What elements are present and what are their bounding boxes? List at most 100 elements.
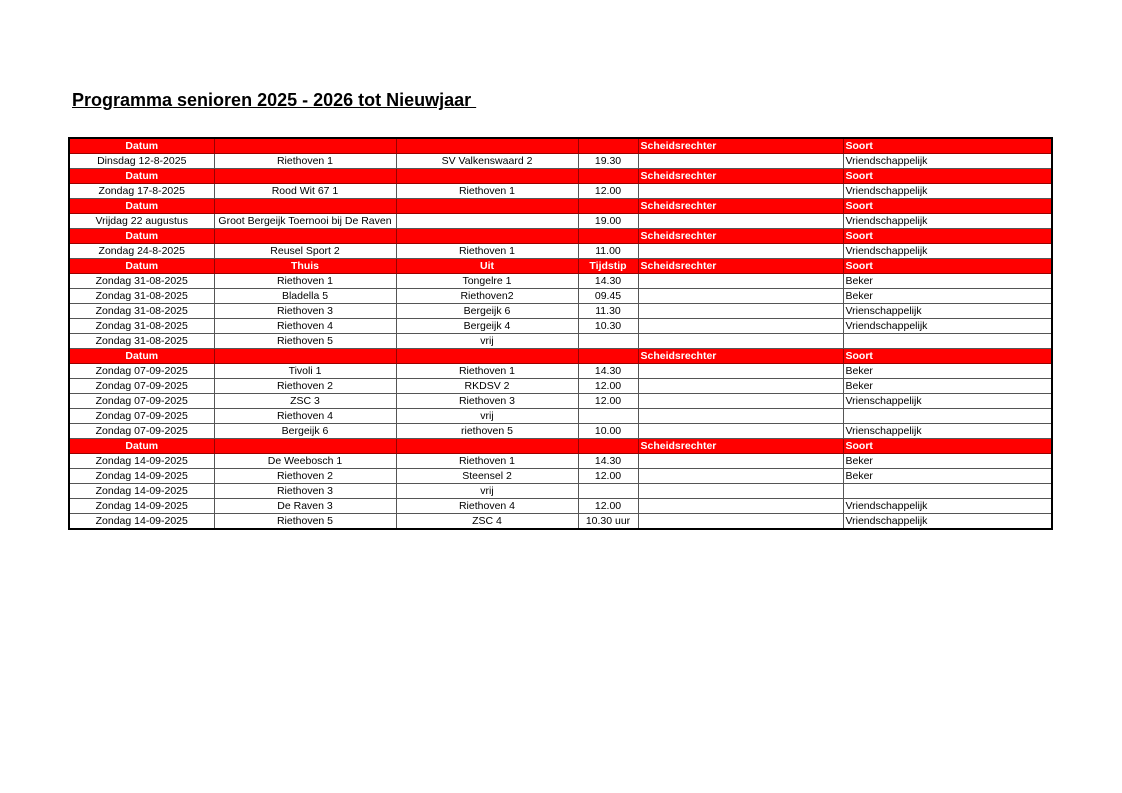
section-header-row: Datum Scheidsrechter Soort (68, 438, 1053, 454)
cell-uit: Bergeijk 4 (395, 318, 579, 334)
table-row: Zondag 14-09-2025 De Raven 3 Riethoven 4 12… (68, 498, 1053, 514)
cell-thuis: Riethoven 2 (213, 468, 397, 484)
header-tijdstip (577, 168, 639, 184)
section-header-row: Datum Scheidsrechter Soort (68, 168, 1053, 184)
header-datum: Datum (68, 198, 215, 214)
cell-soort: Beker (842, 288, 1053, 304)
cell-datum: Zondag 31-08-2025 (68, 318, 215, 334)
cell-tijdstip: 11.00 (577, 243, 639, 259)
table-row: Dinsdag 12-8-2025 Riethoven 1 SV Valkenswa… (68, 153, 1053, 169)
cell-soort: Vriendschappelijk (842, 213, 1053, 229)
cell-thuis: De Raven 3 (213, 498, 397, 514)
cell-tijdstip: 09.45 (577, 288, 639, 304)
header-uit (395, 228, 579, 244)
cell-datum: Zondag 07-09-2025 (68, 393, 215, 409)
header-thuis (213, 348, 397, 364)
cell-tijdstip: 14.30 (577, 363, 639, 379)
cell-datum: Zondag 24-8-2025 (68, 243, 215, 259)
cell-uit: vrij (395, 483, 579, 499)
cell-soort: Vrienschappelijk (842, 423, 1053, 439)
cell-tijdstip: 11.30 (577, 303, 639, 319)
cell-scheidsrechter (637, 273, 844, 289)
cell-thuis: Rood Wit 67 1 (213, 183, 397, 199)
cell-uit: ZSC 4 (395, 513, 579, 530)
cell-uit: vrij (395, 408, 579, 424)
cell-uit: Riethoven 3 (395, 393, 579, 409)
cell-soort: Vrienschappelijk (842, 393, 1053, 409)
cell-scheidsrechter (637, 378, 844, 394)
cell-datum: Zondag 31-08-2025 (68, 273, 215, 289)
cell-soort: Vriendschappelijk (842, 513, 1053, 530)
cell-datum: Zondag 31-08-2025 (68, 303, 215, 319)
cell-datum: Zondag 31-08-2025 (68, 288, 215, 304)
cell-datum: Zondag 17-8-2025 (68, 183, 215, 199)
cell-scheidsrechter (637, 408, 844, 424)
cell-thuis: Riethoven 4 (213, 408, 397, 424)
cell-scheidsrechter (637, 483, 844, 499)
header-soort: Soort (842, 228, 1053, 244)
header-uit (395, 438, 579, 454)
section-header-row: Datum Scheidsrechter Soort (68, 198, 1053, 214)
section-header-row: Datum Scheidsrechter Soort (68, 348, 1053, 364)
cell-thuis: Riethoven 5 (213, 513, 397, 530)
cell-scheidsrechter (637, 453, 844, 469)
header-thuis (213, 137, 397, 154)
header-datum: Datum (68, 438, 215, 454)
cell-soort: Vriendschappelijk (842, 243, 1053, 259)
header-datum: Datum (68, 137, 215, 154)
cell-scheidsrechter (637, 423, 844, 439)
cell-thuis: Riethoven 3 (213, 483, 397, 499)
cell-soort: Vriendschappelijk (842, 183, 1053, 199)
cell-scheidsrechter (637, 393, 844, 409)
cell-uit: Riethoven2 (395, 288, 579, 304)
section-header-row: Datum Scheidsrechter Soort (68, 137, 1053, 154)
cell-datum: Zondag 07-09-2025 (68, 408, 215, 424)
cell-tijdstip: 12.00 (577, 183, 639, 199)
header-datum: Datum (68, 258, 215, 274)
cell-soort: Beker (842, 378, 1053, 394)
cell-uit: vrij (395, 333, 579, 349)
cell-uit: Steensel 2 (395, 468, 579, 484)
header-tijdstip (577, 438, 639, 454)
cell-soort (842, 408, 1053, 424)
cell-uit: Riethoven 4 (395, 498, 579, 514)
cell-tijdstip (577, 408, 639, 424)
header-uit (395, 137, 579, 154)
cell-scheidsrechter (637, 243, 844, 259)
table-row: Zondag 31-08-2025 Riethoven 4 Bergeijk 4 10… (68, 318, 1053, 334)
cell-tijdstip: 10.30 (577, 318, 639, 334)
header-tijdstip (577, 137, 639, 154)
cell-tijdstip: 12.00 (577, 393, 639, 409)
cell-tijdstip: 12.00 (577, 498, 639, 514)
table-row: Zondag 14-09-2025 De Weebosch 1 Riethoven … (68, 453, 1053, 469)
cell-tijdstip: 10.30 uur (577, 513, 639, 530)
cell-thuis: Riethoven 1 (213, 153, 397, 169)
header-datum: Datum (68, 168, 215, 184)
cell-soort: Beker (842, 363, 1053, 379)
cell-scheidsrechter (637, 288, 844, 304)
cell-uit: Riethoven 1 (395, 183, 579, 199)
cell-uit: Riethoven 1 (395, 243, 579, 259)
cell-tijdstip: 10.00 (577, 423, 639, 439)
cell-thuis: Riethoven 3 (213, 303, 397, 319)
header-thuis (213, 438, 397, 454)
header-tijdstip: Tijdstip (577, 258, 639, 274)
header-tijdstip (577, 228, 639, 244)
cell-uit: SV Valkenswaard 2 (395, 153, 579, 169)
cell-thuis: Riethoven 2 (213, 378, 397, 394)
table-row: Vrijdag 22 augustus Groot Bergeijk Toerno… (68, 213, 1053, 229)
cell-scheidsrechter (637, 333, 844, 349)
cell-thuis: Bladella 5 (213, 288, 397, 304)
cell-scheidsrechter (637, 153, 844, 169)
table-row: Zondag 07-09-2025 ZSC 3 Riethoven 3 12.00 Vr… (68, 393, 1053, 409)
cell-tijdstip: 12.00 (577, 468, 639, 484)
cell-thuis: Bergeijk 6 (213, 423, 397, 439)
cell-soort: Beker (842, 468, 1053, 484)
header-scheidsrechter: Scheidsrechter (637, 198, 844, 214)
cell-datum: Zondag 14-09-2025 (68, 483, 215, 499)
cell-datum: Zondag 07-09-2025 (68, 378, 215, 394)
table-row: Zondag 07-09-2025 Tivoli 1 Riethoven 1 14.3… (68, 363, 1053, 379)
header-scheidsrechter: Scheidsrechter (637, 258, 844, 274)
cell-uit: Bergeijk 6 (395, 303, 579, 319)
cell-datum: Dinsdag 12-8-2025 (68, 153, 215, 169)
